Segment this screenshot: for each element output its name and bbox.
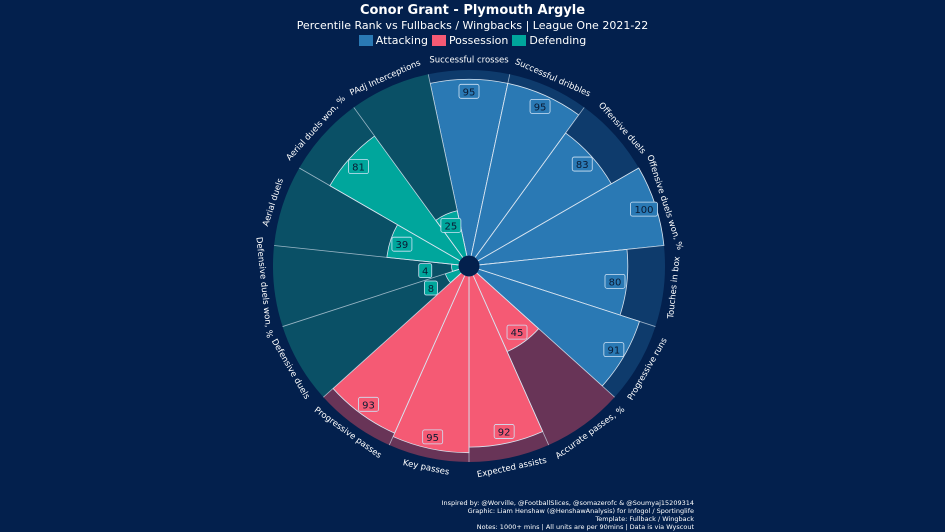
value-label-box	[603, 342, 625, 358]
slice-divider	[299, 167, 461, 262]
value-label-box	[440, 217, 462, 233]
value-label: 83	[576, 160, 589, 171]
value-label-box	[423, 280, 438, 296]
value-label-box	[458, 83, 480, 99]
value-label: 80	[609, 277, 622, 288]
slice-divider	[282, 268, 460, 327]
slice-divider	[323, 272, 462, 398]
footer-line: Graphic: Liam Henshaw (@HenshawAnalysis)…	[467, 507, 694, 515]
slice-divider	[472, 274, 550, 446]
value-label-box	[391, 236, 413, 252]
legend-swatch	[358, 35, 373, 46]
footer-line: Notes: 1000+ mins | All units are per 90…	[476, 523, 694, 531]
slice-background	[282, 269, 462, 398]
value-label-box	[506, 324, 528, 340]
parameter-label: Touches in box	[666, 256, 683, 320]
value-label-box	[358, 396, 379, 412]
value-label: 100	[634, 205, 653, 216]
slice-divider	[478, 268, 656, 327]
slice-divider	[470, 74, 511, 257]
value-label: 8	[428, 284, 434, 295]
slice-divider	[476, 272, 615, 398]
slice-divider	[353, 107, 464, 259]
footer-line: Template: Fullback / Wingback	[595, 515, 694, 523]
legend-label: Defending	[529, 34, 587, 47]
value-label-box	[493, 424, 515, 439]
legend-item-possession: Possession	[431, 34, 509, 47]
value-label: 95	[426, 433, 439, 444]
value-label-box	[422, 429, 444, 445]
parameter-label: Key passes	[402, 458, 451, 478]
value-label: 95	[534, 102, 547, 113]
legend-swatch	[512, 35, 527, 46]
value-label: 45	[511, 328, 524, 339]
value-label: 81	[352, 163, 365, 174]
value-label: 39	[396, 240, 409, 251]
parameter-label: Defensive duels won, %	[253, 237, 274, 339]
value-label-box	[418, 263, 433, 278]
value-label: 93	[362, 400, 375, 411]
value-label-box	[630, 201, 658, 217]
value-label-box	[604, 273, 626, 289]
slice-divider	[474, 107, 585, 259]
footer-line: Inspired by: @Worville, @FootballSlices,…	[441, 499, 694, 507]
slice-background	[273, 245, 460, 327]
slice-divider	[478, 245, 664, 266]
value-label: 4	[422, 267, 428, 278]
legend-swatch	[431, 35, 446, 46]
value-label: 25	[445, 221, 458, 232]
value-label: 92	[498, 427, 511, 438]
slice-background	[353, 74, 467, 258]
value-label-box	[348, 159, 369, 174]
value-label-box	[529, 99, 551, 114]
footer-credits: Inspired by: @Worville, @FootballSlices,…	[442, 499, 694, 531]
legend-label: Attacking	[375, 34, 428, 47]
legend-item-attacking: Attacking	[358, 34, 428, 47]
slice-divider	[274, 245, 460, 266]
center-hole	[458, 255, 480, 277]
legend-item-defending: Defending	[512, 34, 586, 47]
value-label-box	[571, 156, 593, 172]
legend: Attacking Possession Defending	[0, 34, 945, 47]
legend-label: Possession	[448, 34, 509, 47]
value-label: 91	[607, 346, 620, 357]
parameter-label: Successful crosses	[429, 56, 509, 66]
chart-subtitle: Percentile Rank vs Fullbacks / Wingbacks…	[296, 19, 649, 32]
slice-divider	[477, 167, 639, 262]
slice-divider	[388, 274, 466, 446]
value-label: 95	[463, 87, 476, 98]
chart-title: Conor Grant - Plymouth Argyle	[359, 3, 586, 18]
